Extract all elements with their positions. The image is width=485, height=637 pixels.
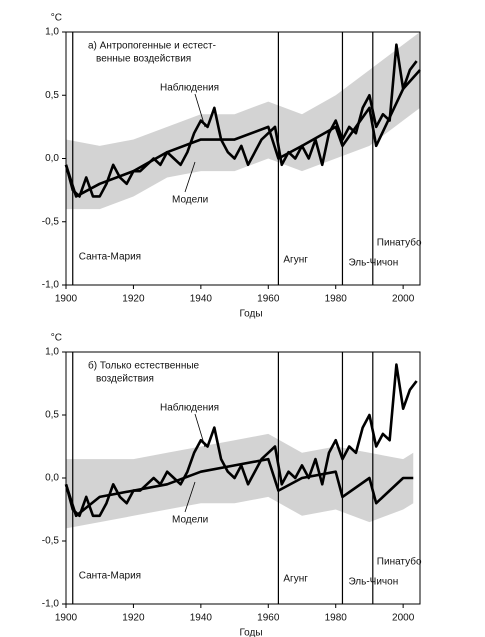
model-range: [66, 32, 420, 210]
y-tick-label: 0,0: [45, 473, 59, 484]
series-line: [64, 69, 421, 198]
series-label: Модели: [172, 515, 208, 526]
series-line: [64, 457, 414, 518]
series-label: Модели: [172, 195, 208, 206]
y-tick-label: 1,0: [45, 27, 59, 38]
panel-title: б) Только естественные: [88, 360, 200, 372]
x-axis-label: Годы: [239, 309, 262, 320]
label-pointer: [184, 161, 196, 193]
series-label: Наблюдения: [160, 82, 219, 94]
x-tick-label: 1920: [122, 613, 145, 624]
x-tick-label: 1980: [325, 613, 348, 624]
panel-title: венные воздействия: [96, 54, 191, 65]
x-tick-label: 2000: [392, 613, 415, 624]
x-tick-label: 1980: [325, 294, 348, 305]
label-pointer: [194, 93, 206, 128]
event-label: Санта-Мария: [79, 571, 141, 582]
label-pointer: [184, 481, 196, 513]
event-label: Агунг: [283, 574, 308, 585]
label-pointer: [194, 413, 206, 448]
y-tick-label: -0,5: [42, 216, 60, 227]
x-tick-label: 1900: [55, 294, 78, 305]
x-tick-label: 2000: [392, 294, 415, 305]
y-tick-label: 1,0: [45, 347, 59, 358]
y-tick-label: -1,0: [42, 280, 60, 291]
event-label: Агунг: [283, 255, 308, 266]
x-tick-label: 1940: [190, 613, 213, 624]
y-tick-label: -1,0: [42, 599, 60, 610]
y-unit: °С: [51, 333, 62, 344]
x-axis-label: Годы: [239, 628, 262, 637]
x-tick-label: 1960: [257, 294, 280, 305]
panel-title: а) Антропогенные и естест-: [88, 41, 216, 52]
event-label: Пинатубо: [377, 237, 422, 249]
y-tick-label: 0,5: [45, 90, 59, 101]
y-unit: °С: [51, 13, 62, 24]
y-tick-label: -0,5: [42, 536, 60, 547]
event-label: Пинатубо: [377, 556, 422, 568]
y-tick-label: 0,0: [45, 153, 59, 164]
series-label: Наблюдения: [160, 402, 219, 414]
x-tick-label: 1960: [257, 613, 280, 624]
x-tick-label: 1900: [55, 613, 78, 624]
model-range: [66, 433, 414, 529]
x-tick-label: 1940: [190, 294, 213, 305]
panel-title: воздействия: [96, 374, 154, 385]
x-tick-label: 1920: [122, 294, 145, 305]
y-tick-label: 0,5: [45, 410, 59, 421]
event-label: Санта-Мария: [79, 252, 141, 263]
